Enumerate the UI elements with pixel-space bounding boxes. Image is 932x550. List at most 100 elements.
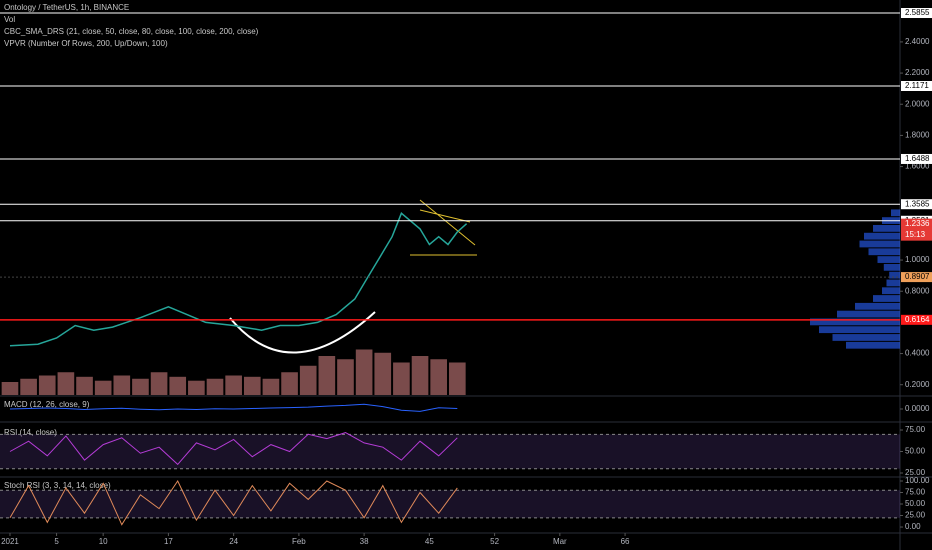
x-tick-label: 10 [99,537,108,546]
pane-title: MACD (12, 26, close, 9) [4,400,90,409]
y-tick-label: 75.00 [905,488,926,497]
y-tick-label: 0.4000 [905,349,930,358]
legend-entry: CBC_SMA_DRS (21, close, 50, close, 80, c… [4,27,259,36]
y-tick-label: 100.00 [905,476,930,485]
profile-bar [873,295,900,302]
level-label: 2.1171 [905,81,929,90]
volume-bar [20,378,37,395]
level-label: 0.6164 [905,315,930,324]
profile-bar [883,263,900,271]
volume-bar [430,359,447,395]
profile-bar [864,232,900,240]
profile-bar [819,326,900,334]
x-tick-label: Feb [292,537,306,546]
y-tick-label: 50.00 [905,447,926,456]
volume-bar [57,372,75,395]
level-label-box [901,199,932,210]
volume-bar [94,380,112,395]
level-label-box [901,153,932,164]
x-tick-label: 24 [229,537,238,546]
volume-bar [448,362,466,395]
x-tick-label: 2021 [1,537,19,546]
volume-bar [393,362,410,395]
level-label: 1.3585 [905,199,930,208]
y-tick-label: 50.00 [905,499,926,508]
volume-bar [262,378,280,395]
level-label: 2.5855 [905,8,930,17]
price-label-box [901,218,932,241]
y-tick-label: 75.00 [905,425,926,434]
y-tick-label: 0.0000 [905,404,930,413]
profile-bar [846,341,900,349]
x-tick-label: 5 [54,537,59,546]
y-tick-label: 25.00 [905,511,926,520]
volume-bar [113,375,131,395]
volume-bar [1,382,19,395]
profile-bar [873,225,900,232]
y-tick-label: 0.00 [905,522,921,531]
x-tick-label: Mar [553,537,567,546]
y-tick-label: 1.6000 [905,162,930,171]
x-tick-label: 17 [164,537,173,546]
pane-title: Stoch RSI (3, 3, 14, 14, close) [4,481,111,490]
volume-bar [169,376,187,395]
series-line [9,432,458,466]
legend-entry: Vol [4,15,15,24]
marker-price: 0.8907 [905,272,930,281]
x-tick-label: 45 [425,537,434,546]
marker-label-box [901,272,932,283]
last-price: 1.2336 [905,219,930,228]
level-label-box [901,314,932,325]
volume-bar [337,359,354,395]
profile-bar [837,310,900,318]
volume-bar [225,375,242,395]
volume-bar [150,372,168,395]
profile-bar [886,279,900,287]
cup-drawing [229,311,376,354]
volume-bar [411,356,429,395]
volume-bar [206,378,224,395]
profile-bar [889,271,900,279]
level-label-box [901,80,932,91]
y-tick-label: 2.2000 [905,68,930,77]
y-tick-label: 25.00 [905,468,926,477]
band [0,434,900,469]
profile-bar [855,302,900,310]
series-line [9,403,458,412]
y-tick-label: 0.2000 [905,380,930,389]
volume-bar [374,352,392,395]
volume-bar [281,372,298,395]
volume-bar [76,376,93,395]
y-tick-label: 0.8000 [905,286,930,295]
x-tick-label: 52 [490,537,499,546]
level-label-box [901,8,932,19]
profile-bar [832,334,900,341]
pane-title: RSI (14, close) [4,428,57,437]
x-tick-label: 38 [360,537,369,546]
y-tick-label: 1.8000 [905,131,930,140]
profile-bar [868,248,900,256]
x-tick-label: 66 [621,537,630,546]
profile-bar [891,209,900,217]
band [0,490,900,518]
profile-bar [859,240,900,248]
series-line [9,479,458,526]
legend-entry: VPVR (Number Of Rows, 200, Up/Down, 100) [4,39,168,48]
volume-bar [38,375,56,395]
volume-bar [243,376,261,395]
y-tick-label: 2.0000 [905,99,930,108]
y-tick-label: 2.4000 [905,37,930,46]
profile-bar [810,318,900,326]
y-tick-label: 1.0000 [905,255,930,264]
profile-bar [882,287,900,295]
triangle-drawing [410,199,477,256]
countdown: 15:13 [905,230,926,239]
chart-title: Ontology / TetherUS, 1h, BINANCE [4,3,129,12]
level-label: 1.6488 [905,154,930,163]
profile-bar [877,256,900,263]
volume-bar [318,356,336,395]
volume-bar [132,378,149,395]
